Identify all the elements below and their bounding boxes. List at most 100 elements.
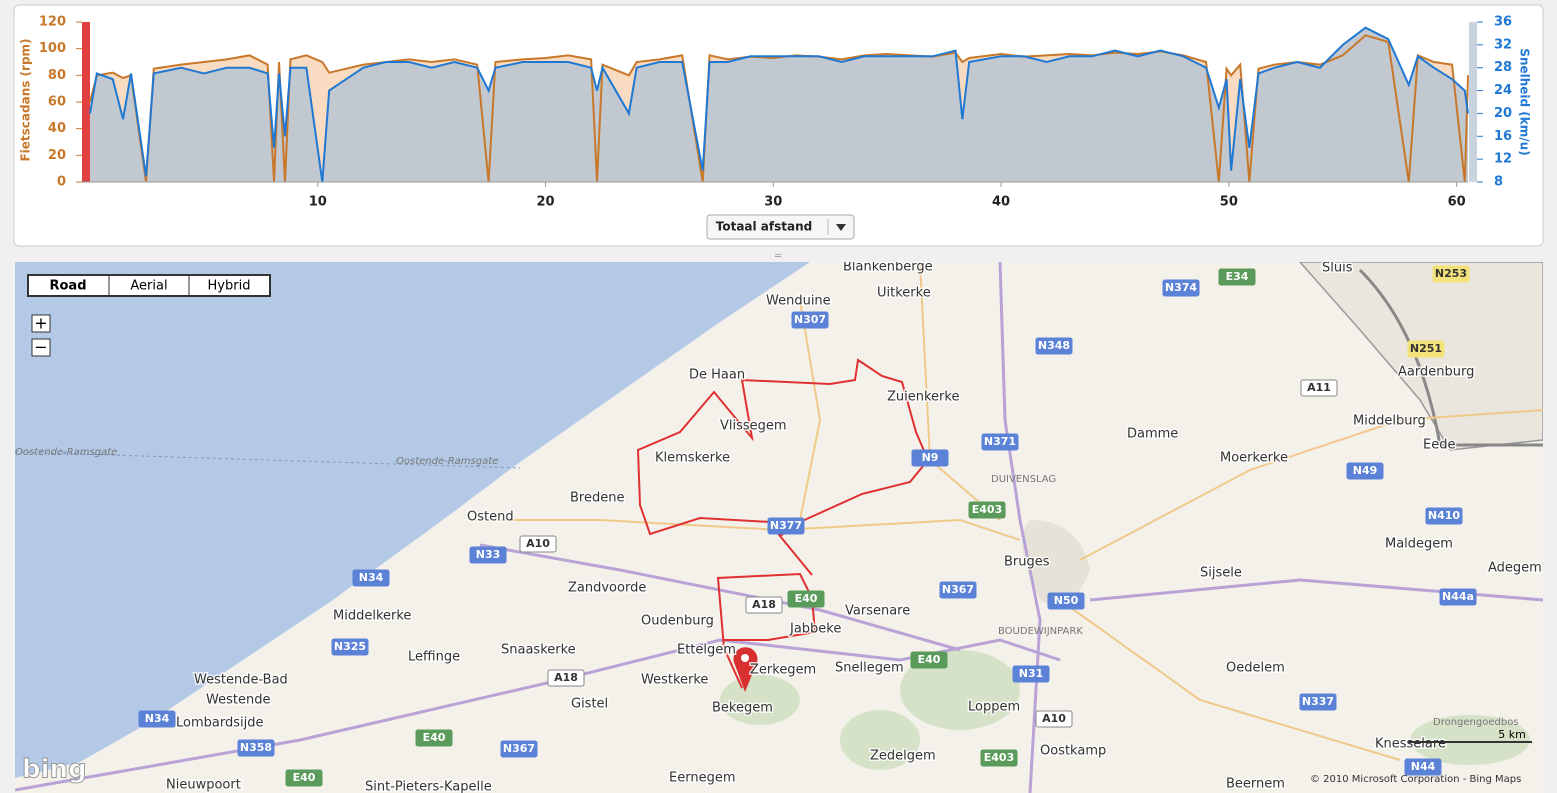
y-tick-label: 20	[48, 148, 66, 163]
road-shield: A18	[745, 596, 783, 614]
road-label: N325	[334, 640, 366, 653]
shield-plate	[1012, 665, 1050, 683]
place-label: Ettelgem	[677, 643, 736, 658]
road-shield: E40	[910, 651, 948, 669]
minor-place-label: Oostende-Ramsgate	[15, 447, 117, 458]
place-label: Oedelem	[1226, 661, 1285, 676]
place-label: Gistel	[571, 697, 608, 712]
map-type-button[interactable]: Road	[49, 279, 86, 294]
road-label: E34	[1226, 270, 1249, 283]
place-label: Bruges	[1004, 555, 1050, 570]
dropdown[interactable]	[706, 214, 855, 240]
chart: 0 20 40 60 80 100 120 8 12 16 20 24 28 32 36 10 20 30 40 50…	[39, 15, 1512, 210]
place-label: Varsenare	[845, 604, 910, 619]
road-label: N34	[145, 712, 170, 725]
road-shield: N377	[767, 517, 805, 535]
place-label: Maldegem	[1385, 537, 1453, 552]
place-label: Lombardsijde	[176, 716, 263, 731]
bing-logo: bing	[22, 755, 87, 785]
road-label: N251	[1410, 342, 1442, 355]
map[interactable]: Blankenberge Uitkerke Wenduine De Haan Vliss…	[15, 260, 1543, 793]
x-selector[interactable]: Totaal afstand	[706, 214, 855, 240]
zoom-in-button[interactable]	[31, 314, 51, 333]
shield-plate	[1404, 758, 1442, 776]
map-type-button[interactable]: Hybrid	[208, 279, 251, 294]
y-tick-label: 40	[48, 121, 66, 136]
road-label: N377	[770, 519, 802, 532]
y-tick-label: 0	[57, 175, 66, 190]
place-label: Zedelgem	[870, 749, 936, 764]
place-label: Knesselare	[1375, 737, 1446, 752]
shield-plate	[980, 749, 1018, 767]
x-tick-label: 60	[1448, 195, 1466, 210]
road-shield: N410	[1425, 507, 1463, 525]
road-shield: N337	[1299, 693, 1337, 711]
place-label: Middelburg	[1353, 414, 1426, 429]
road-label: E403	[972, 503, 1002, 516]
place-label: Nieuwpoort	[166, 778, 241, 793]
road-label: E40	[293, 771, 316, 784]
road-shield: N358	[237, 739, 275, 757]
dropdown-arrow[interactable]	[836, 224, 846, 231]
place-label: Vlissegem	[720, 419, 787, 434]
road-label: N31	[1019, 667, 1044, 680]
y2-tick-label: 8	[1494, 175, 1503, 190]
zoom-out-button[interactable]	[31, 338, 51, 357]
pin[interactable]	[733, 647, 758, 692]
shield-plate	[1439, 588, 1477, 606]
place-label: Ostend	[467, 510, 514, 525]
minor-place-label: DUIVENSLAG	[991, 474, 1056, 485]
splitter[interactable]: ═	[774, 251, 782, 262]
road-shield: N33	[469, 546, 507, 564]
road-label: A10	[1042, 712, 1066, 725]
shield-plate	[1407, 340, 1445, 358]
shield-plate	[519, 535, 557, 553]
place-label: Sijsele	[1200, 566, 1242, 581]
place-label: Zerkegem	[750, 663, 816, 678]
dropdown-label[interactable]: Totaal afstand	[716, 220, 813, 234]
place-label: Westende	[206, 693, 270, 708]
x-tick-label: 10	[309, 195, 327, 210]
start-pin[interactable]	[733, 647, 758, 692]
road-label: N9	[922, 451, 939, 464]
shield-plate	[547, 669, 585, 687]
y2-tick-label: 36	[1494, 15, 1512, 30]
road-shield: N44a	[1439, 588, 1477, 606]
switch-frame	[27, 274, 271, 297]
place-label: Uitkerke	[877, 286, 931, 301]
road-shield: E34	[1218, 268, 1256, 286]
road-shield: N34	[352, 569, 390, 587]
shield-plate	[1035, 337, 1073, 355]
road-label: N33	[476, 548, 501, 561]
shield-plate	[415, 729, 453, 747]
road-shield: N371	[981, 433, 1019, 451]
place-label: Klemskerke	[655, 451, 730, 466]
zoom-in-label[interactable]: +	[34, 314, 47, 333]
shield-plate	[1346, 462, 1384, 480]
road-label: E40	[918, 653, 941, 666]
map-type-switch[interactable]: Road Aerial Hybrid	[27, 274, 271, 297]
x-tick-label: 30	[764, 195, 782, 210]
zoom-out-label[interactable]: −	[34, 338, 47, 357]
place-label: Bekegem	[712, 701, 773, 716]
road-label: A18	[554, 671, 578, 684]
map-type-button[interactable]: Aerial	[130, 279, 167, 294]
road-shield: N31	[1012, 665, 1050, 683]
place-label: Snellegem	[835, 661, 904, 676]
place-label: Beernem	[1226, 777, 1285, 792]
woods	[720, 650, 1530, 770]
shield-plate	[910, 651, 948, 669]
road-shield: N348	[1035, 337, 1073, 355]
road-shield: N44	[1404, 758, 1442, 776]
road-label: N44	[1411, 760, 1436, 773]
series-line	[89, 26, 1469, 183]
y2-tick-label: 28	[1494, 60, 1512, 75]
road-shields: N307 N374 E34 N253 N348 N251 A11 N371 N9 E403 N49 N…	[138, 265, 1477, 787]
place-label: Leffinge	[408, 650, 460, 665]
place-label: Wenduine	[766, 294, 831, 309]
place-label: Oostkamp	[1040, 744, 1106, 759]
road-shield: N367	[939, 581, 977, 599]
shield-plate	[939, 581, 977, 599]
place-label: Westende-Bad	[194, 673, 288, 688]
